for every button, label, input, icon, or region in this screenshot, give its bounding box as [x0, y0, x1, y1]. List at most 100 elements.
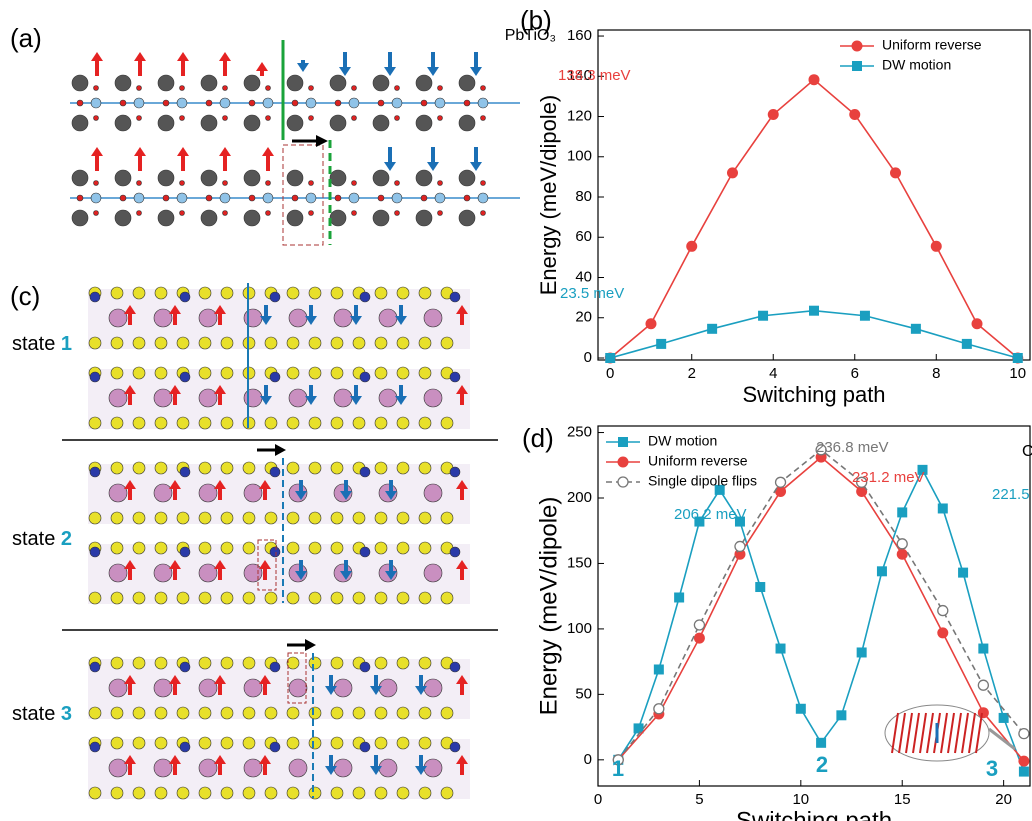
- highlight-box: [283, 145, 323, 245]
- atom: [91, 98, 101, 108]
- point: [816, 738, 826, 748]
- point: [931, 241, 942, 252]
- step-label: 3: [986, 756, 998, 781]
- atom: [154, 309, 172, 327]
- atom: [424, 759, 442, 777]
- point: [978, 680, 988, 690]
- atom: [309, 462, 321, 474]
- atom: [375, 512, 387, 524]
- atom: [243, 657, 255, 669]
- atom: [263, 98, 273, 108]
- atom: [133, 737, 145, 749]
- atom: [265, 417, 277, 429]
- atom: [220, 193, 230, 203]
- atom: [158, 75, 174, 91]
- atom: [287, 75, 303, 91]
- dipole-arrow-head: [177, 52, 189, 61]
- atom: [155, 737, 167, 749]
- dipole-arrow-head: [470, 67, 482, 76]
- atom: [352, 116, 357, 121]
- dipole-arrow-head: [427, 162, 439, 171]
- atom: [72, 115, 88, 131]
- atom: [243, 707, 255, 719]
- annotation: 206.2 meV: [674, 506, 747, 523]
- dipole-arrow-head: [219, 147, 231, 156]
- point: [654, 664, 664, 674]
- point: [877, 566, 887, 576]
- atom: [360, 662, 370, 672]
- point: [758, 311, 768, 321]
- legend-marker: [852, 61, 862, 71]
- atom: [89, 417, 101, 429]
- atom: [221, 787, 233, 799]
- atom: [375, 737, 387, 749]
- atom: [89, 787, 101, 799]
- atom: [379, 309, 397, 327]
- atom: [72, 75, 88, 91]
- atom: [90, 372, 100, 382]
- y-tick-label: 50: [575, 685, 592, 702]
- point: [1018, 756, 1029, 767]
- point: [958, 568, 968, 578]
- atom: [89, 337, 101, 349]
- atom: [421, 195, 427, 201]
- point: [897, 507, 907, 517]
- atom: [287, 367, 299, 379]
- atom: [397, 462, 409, 474]
- legend-marker: [618, 437, 628, 447]
- legend-marker: [618, 457, 629, 468]
- atom: [379, 679, 397, 697]
- annotation: 236.8 meV: [816, 439, 889, 456]
- atom: [397, 367, 409, 379]
- motion-arrow-head: [305, 639, 316, 651]
- atom: [72, 210, 88, 226]
- state-text: state: [12, 703, 55, 725]
- atom: [287, 337, 299, 349]
- atom: [180, 86, 185, 91]
- atom: [419, 787, 431, 799]
- atom: [265, 592, 277, 604]
- dipole-arrow-head: [427, 67, 439, 76]
- atom: [133, 592, 145, 604]
- dipole-arrow-head: [134, 52, 146, 61]
- atom: [154, 389, 172, 407]
- point: [809, 306, 819, 316]
- atom: [287, 592, 299, 604]
- atom: [155, 707, 167, 719]
- atom: [221, 592, 233, 604]
- atom: [133, 367, 145, 379]
- atom: [265, 707, 277, 719]
- atom: [265, 787, 277, 799]
- point: [849, 109, 860, 120]
- atom: [375, 657, 387, 669]
- atom: [481, 86, 486, 91]
- atom: [243, 512, 255, 524]
- atom: [223, 116, 228, 121]
- atom: [220, 98, 230, 108]
- atom: [424, 309, 442, 327]
- point: [686, 241, 697, 252]
- atom: [221, 417, 233, 429]
- atom: [435, 98, 445, 108]
- atom: [163, 100, 169, 106]
- atom: [270, 662, 280, 672]
- atom: [441, 592, 453, 604]
- atom: [352, 86, 357, 91]
- atom: [292, 100, 298, 106]
- point: [656, 339, 666, 349]
- atom: [137, 86, 142, 91]
- point: [694, 633, 705, 644]
- atom: [378, 195, 384, 201]
- atom: [419, 542, 431, 554]
- atom: [201, 115, 217, 131]
- atom: [94, 211, 99, 216]
- atom: [287, 462, 299, 474]
- atom: [309, 367, 321, 379]
- atom: [309, 512, 321, 524]
- atom: [266, 211, 271, 216]
- atom: [180, 211, 185, 216]
- y-tick-label: 0: [584, 751, 592, 768]
- y-tick-label: 100: [567, 148, 592, 165]
- atom: [249, 100, 255, 106]
- atom: [464, 100, 470, 106]
